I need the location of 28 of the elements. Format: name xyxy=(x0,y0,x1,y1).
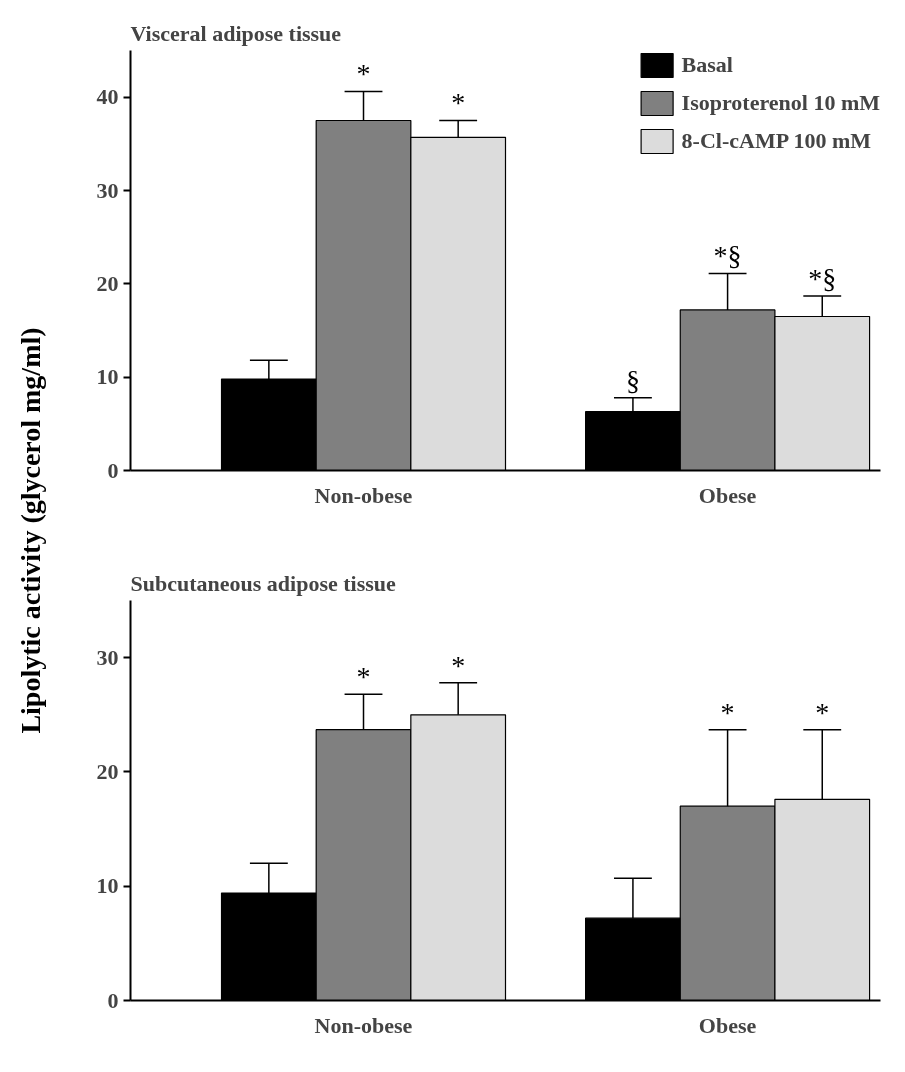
y-tick-label: 40 xyxy=(96,84,119,110)
data-label: *§ xyxy=(713,240,742,272)
legend-label: 8-Cl-cAMP 100 mM xyxy=(681,128,871,154)
data-label: § xyxy=(625,364,640,396)
data-label: * xyxy=(356,661,371,693)
y-tick-label: 0 xyxy=(107,457,119,483)
x-tick-label: Obese xyxy=(698,1012,757,1038)
data-label: * xyxy=(815,696,830,728)
y-tick-label: 10 xyxy=(96,873,119,899)
chart-title: Subcutaneous adipose tissue xyxy=(130,570,397,596)
y-tick-label: 10 xyxy=(96,364,119,390)
chart-title: Visceral adipose tissue xyxy=(130,20,342,46)
y-tick-label: 30 xyxy=(96,644,119,670)
data-label: * xyxy=(356,58,371,90)
legend-label: Isoproterenol 10 mM xyxy=(681,90,880,116)
data-label: * xyxy=(720,696,735,728)
x-tick-label: Non-obese xyxy=(314,1012,413,1038)
x-tick-label: Obese xyxy=(698,482,757,508)
x-tick-label: Non-obese xyxy=(314,482,413,508)
data-label: * xyxy=(451,649,466,681)
data-label: *§ xyxy=(808,262,837,294)
legend-label: Basal xyxy=(681,52,733,78)
y-tick-label: 20 xyxy=(96,270,119,296)
data-label: * xyxy=(451,87,466,119)
y-tick-label: 20 xyxy=(96,758,119,784)
y-tick-label: 0 xyxy=(107,987,119,1013)
y-tick-label: 30 xyxy=(96,177,119,203)
y-axis-title: Lipolytic activity (glycerol mg/ml) xyxy=(15,327,46,734)
